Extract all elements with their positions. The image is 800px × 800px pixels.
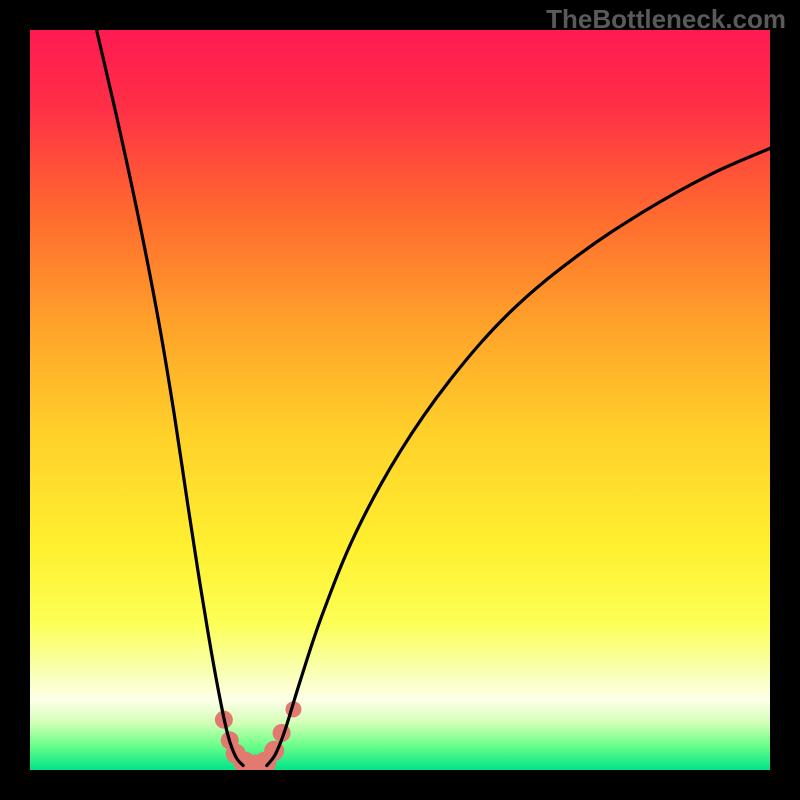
curve-layer — [30, 30, 770, 770]
curve-right-branch — [267, 148, 770, 765]
curve-left-branch — [97, 30, 244, 766]
watermark-text: TheBottleneck.com — [546, 4, 786, 35]
plot-area — [30, 30, 770, 770]
chart-frame: TheBottleneck.com — [0, 0, 800, 800]
